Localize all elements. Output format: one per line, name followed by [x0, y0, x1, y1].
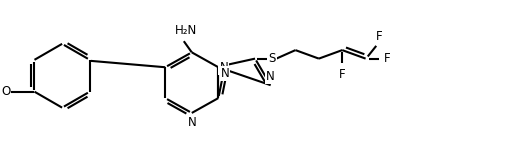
Text: N: N	[187, 116, 196, 129]
Text: H₂N: H₂N	[175, 24, 198, 37]
Text: F: F	[384, 52, 390, 65]
Text: F: F	[339, 68, 346, 81]
Text: O: O	[1, 85, 10, 98]
Text: N: N	[221, 67, 229, 80]
Text: N: N	[219, 61, 228, 74]
Text: N: N	[266, 70, 275, 83]
Text: S: S	[268, 52, 276, 65]
Text: F: F	[376, 30, 383, 43]
